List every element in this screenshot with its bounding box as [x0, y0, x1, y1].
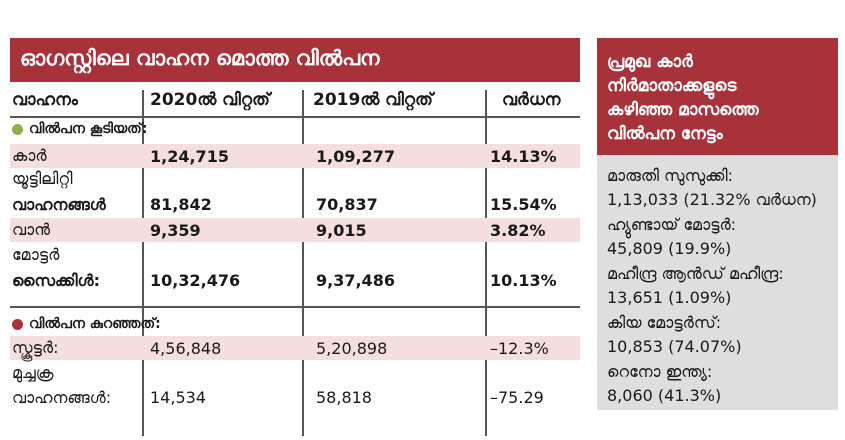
row-name: സ്കൂട്ടർ: [12, 338, 59, 357]
row-name: സൈക്കിൾ: [12, 271, 101, 290]
table-title: ഓഗസ്റ്റിലെ വാഹന മൊത്ത വിൽപന [10, 38, 580, 82]
sales-table: ഓഗസ്റ്റിലെ വാഹന മൊത്ത വിൽപന വാഹനം 2020ൽ … [10, 38, 580, 436]
panel-title-line: കഴിഞ്ഞ മാസത്തെ [607, 100, 759, 120]
row-2020: 81,842 [150, 195, 212, 214]
panel-title: പ്രമുഖ കാർ നിർമാതാക്കളുടെ കഴിഞ്ഞ മാസത്തെ… [597, 38, 838, 155]
group-decrease: വിൽപന കുറഞ്ഞത്: [12, 316, 161, 332]
row-name: വാഹനങ്ങൾ [12, 195, 106, 214]
maker-sales: 1,13,033 (21.32% വർധന) [607, 190, 817, 209]
row-change: –75.29 [490, 388, 544, 407]
column-divider [485, 90, 487, 436]
row-2019: 9,37,486 [316, 271, 395, 290]
row-change: 14.13% [490, 147, 557, 166]
row-change: 15.54% [490, 195, 557, 214]
row-band [10, 218, 580, 242]
group-increase: വിൽപന കൂടിയത്: [12, 121, 147, 137]
panel-title-line: വിൽപന നേട്ടം [607, 124, 723, 144]
row-change: –12.3% [490, 339, 549, 358]
maker-sales: 45,809 (19.9%) [607, 239, 732, 258]
group-label: വിൽപന കുറഞ്ഞത്: [29, 316, 161, 332]
row-2020: 9,359 [150, 221, 201, 240]
row-2020: 4,56,848 [150, 339, 222, 358]
maker-sales: 8,060 (41.3%) [607, 386, 722, 405]
row-name: കാർ [12, 146, 47, 165]
row-2019: 1,09,277 [316, 147, 395, 166]
maker-name: മഹീന്ദ്ര ആൻഡ് മഹീന്ദ്ര: [607, 264, 784, 283]
row-2019: 58,818 [316, 388, 372, 407]
row-2020: 14,534 [150, 388, 206, 407]
column-divider [302, 90, 304, 436]
header-change: വർധന [502, 90, 561, 110]
top-makers-panel: പ്രമുഖ കാർ നിർമാതാക്കളുടെ കഴിഞ്ഞ മാസത്തെ… [597, 38, 838, 410]
row-name: വാഹനങ്ങൾ: [12, 388, 112, 407]
row-2020: 10,32,476 [150, 271, 241, 290]
row-band [10, 144, 580, 168]
group-divider [10, 306, 580, 308]
header-vehicle: വാഹനം [12, 90, 78, 110]
panel-title-line: നിർമാതാക്കളുടെ [607, 76, 737, 96]
maker-sales: 13,651 (1.09%) [607, 288, 732, 307]
row-name: മോട്ടർ [12, 245, 60, 264]
header-2019: 2019ൽ വിറ്റത് [313, 90, 433, 110]
column-divider [142, 90, 144, 436]
row-2019: 5,20,898 [316, 339, 388, 358]
row-2020: 1,24,715 [150, 147, 229, 166]
row-2019: 70,837 [316, 195, 378, 214]
row-change: 10.13% [490, 271, 557, 290]
group-label: വിൽപന കൂടിയത്: [29, 121, 148, 137]
row-2019: 9,015 [316, 221, 367, 240]
maker-name: മാരുതി സുസുക്കി: [607, 166, 734, 185]
maker-name: കിയ മോട്ടർസ്: [607, 313, 722, 332]
row-name: യൂട്ടിലിറ്റി [12, 169, 73, 188]
header-2020: 2020ൽ വിറ്റത് [150, 90, 270, 110]
header-divider [10, 116, 580, 118]
red-dot-icon [12, 318, 23, 330]
green-dot-icon [12, 123, 23, 135]
row-band [10, 336, 580, 360]
maker-name: റെനോ ഇന്ത്യ: [607, 362, 713, 381]
maker-name: ഹ്യുണ്ടായ് മോട്ടർ: [607, 215, 737, 234]
row-change: 3.82% [490, 221, 546, 240]
row-name: വാൻ [12, 220, 51, 239]
row-name: മുച്ചക്ര [12, 363, 54, 382]
maker-sales: 10,853 (74.07%) [607, 337, 742, 356]
panel-title-line: പ്രമുഖ കാർ [607, 52, 693, 72]
